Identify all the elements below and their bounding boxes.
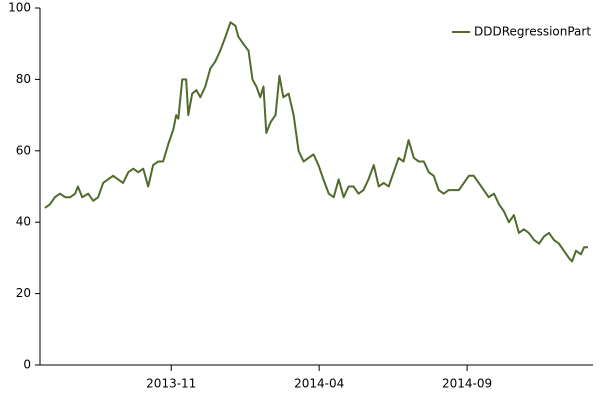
x-tick-label: 2013-11 [146,377,196,391]
y-tick-label: 80 [16,72,31,86]
x-tick-label: 2014-09 [442,377,492,391]
y-tick-label: 20 [16,286,31,300]
y-tick-label: 100 [8,1,31,15]
legend-label: DDDRegressionPart [474,25,591,39]
line-series [44,21,589,263]
y-tick-label: 0 [23,358,31,372]
x-tick-label: 2014-04 [294,377,344,391]
y-tick-label: 60 [16,143,31,157]
y-tick-label: 40 [16,215,31,229]
